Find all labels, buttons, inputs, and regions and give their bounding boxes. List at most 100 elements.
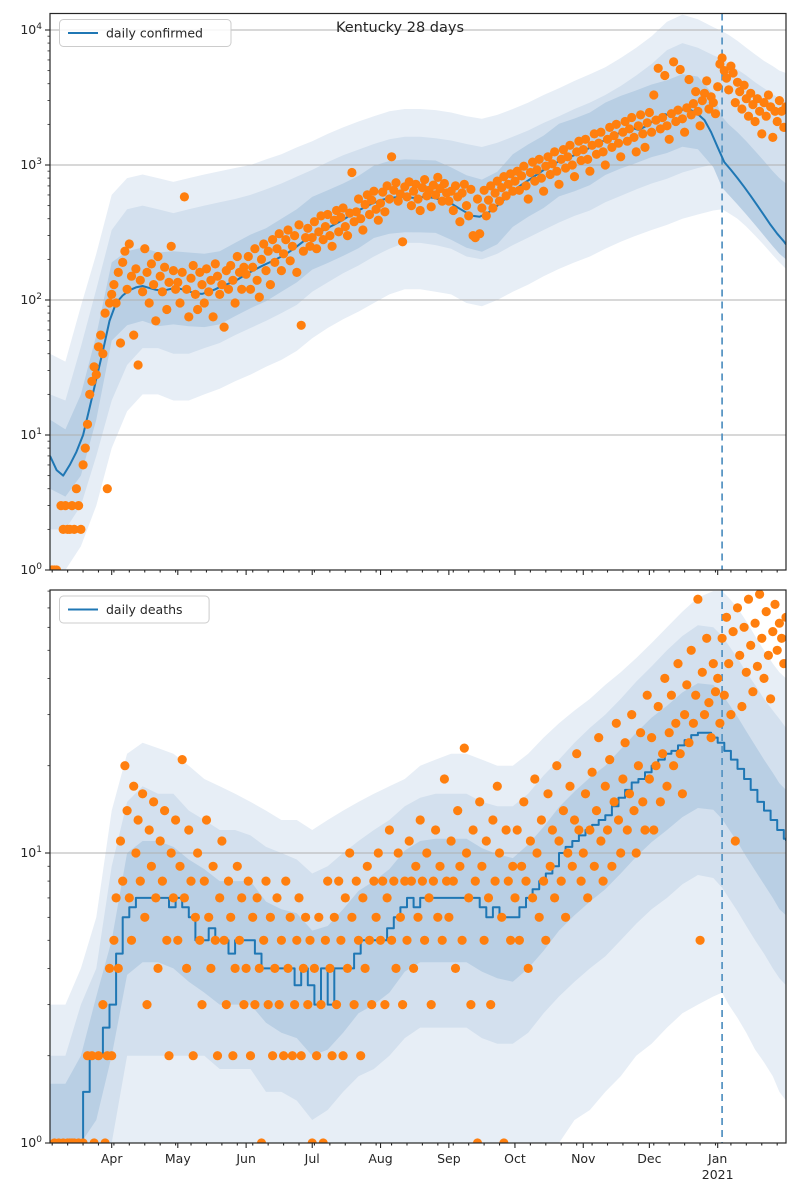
data-point bbox=[166, 241, 176, 251]
data-point bbox=[358, 893, 368, 903]
data-point bbox=[263, 246, 273, 256]
data-point bbox=[453, 806, 463, 816]
data-point bbox=[600, 781, 610, 791]
data-point bbox=[102, 484, 112, 494]
data-point bbox=[737, 701, 747, 712]
data-point bbox=[450, 963, 461, 974]
data-point bbox=[459, 743, 469, 753]
data-point bbox=[766, 694, 776, 704]
data-point bbox=[613, 815, 624, 825]
data-point bbox=[464, 893, 474, 903]
data-point bbox=[164, 277, 174, 287]
data-point bbox=[724, 659, 734, 669]
data-point bbox=[477, 861, 487, 871]
data-point bbox=[195, 935, 205, 945]
data-point bbox=[409, 186, 419, 196]
data-point bbox=[631, 848, 641, 858]
data-point bbox=[779, 122, 786, 132]
data-point bbox=[567, 861, 577, 871]
data-point bbox=[171, 815, 181, 825]
data-point bbox=[314, 912, 324, 922]
data-point bbox=[256, 254, 267, 264]
x-tick-label: Nov bbox=[571, 1151, 596, 1166]
data-point bbox=[472, 1138, 483, 1143]
data-point bbox=[781, 102, 786, 112]
data-point bbox=[146, 259, 156, 269]
data-point bbox=[613, 138, 624, 148]
data-point bbox=[387, 152, 397, 162]
data-point bbox=[710, 109, 721, 119]
data-point bbox=[428, 876, 438, 886]
data-point bbox=[367, 1000, 377, 1010]
data-point bbox=[750, 618, 760, 628]
data-point bbox=[160, 806, 170, 816]
data-point bbox=[477, 203, 487, 213]
data-point bbox=[292, 935, 302, 945]
data-point bbox=[660, 70, 670, 81]
data-point bbox=[168, 893, 178, 903]
data-point bbox=[675, 64, 685, 75]
data-point bbox=[525, 836, 536, 846]
data-point bbox=[155, 836, 165, 846]
data-point bbox=[644, 774, 655, 784]
legend-label: daily deaths bbox=[106, 602, 183, 617]
data-point bbox=[739, 622, 749, 632]
data-point bbox=[208, 861, 218, 871]
data-point bbox=[536, 815, 547, 825]
data-point bbox=[131, 264, 141, 274]
data-point bbox=[402, 192, 412, 202]
data-point bbox=[197, 280, 207, 290]
data-point bbox=[89, 1138, 99, 1143]
data-point bbox=[173, 277, 183, 287]
data-point bbox=[340, 893, 350, 903]
data-point bbox=[479, 185, 489, 195]
data-point bbox=[528, 893, 538, 903]
data-point bbox=[219, 935, 229, 945]
data-point bbox=[387, 935, 397, 945]
data-point bbox=[607, 861, 617, 871]
data-point bbox=[702, 76, 712, 86]
data-point bbox=[585, 825, 595, 835]
data-point bbox=[252, 275, 262, 285]
y-tick-label: 102 bbox=[20, 292, 42, 307]
data-point bbox=[270, 963, 280, 974]
data-point bbox=[759, 673, 769, 684]
y-tick-label: 101 bbox=[20, 845, 42, 860]
data-point bbox=[424, 893, 434, 903]
data-point bbox=[157, 876, 167, 886]
data-point bbox=[212, 271, 223, 281]
data-point bbox=[483, 195, 494, 205]
data-point bbox=[510, 176, 520, 186]
data-point bbox=[490, 188, 500, 198]
data-point bbox=[647, 733, 657, 743]
data-point bbox=[279, 249, 289, 259]
data-point bbox=[763, 90, 774, 100]
data-point bbox=[375, 198, 386, 208]
data-point bbox=[629, 132, 639, 142]
data-point bbox=[239, 1000, 249, 1010]
data-point bbox=[250, 1000, 260, 1010]
data-point bbox=[243, 876, 253, 886]
data-point bbox=[268, 1051, 278, 1061]
data-point bbox=[415, 815, 425, 825]
data-point bbox=[417, 876, 427, 886]
data-point bbox=[115, 836, 126, 846]
data-point bbox=[611, 119, 621, 129]
data-point bbox=[550, 893, 560, 903]
data-point bbox=[521, 181, 531, 191]
data-point bbox=[759, 98, 769, 108]
data-point bbox=[446, 836, 456, 846]
data-point bbox=[578, 848, 588, 858]
data-point bbox=[772, 645, 782, 655]
data-point bbox=[649, 90, 659, 100]
data-point bbox=[541, 935, 551, 945]
data-point bbox=[265, 280, 275, 290]
data-point bbox=[693, 594, 703, 604]
data-point bbox=[728, 627, 738, 637]
data-point bbox=[223, 876, 234, 886]
data-point bbox=[583, 154, 593, 164]
data-point bbox=[347, 912, 357, 922]
data-point bbox=[201, 264, 212, 274]
data-point bbox=[334, 227, 344, 237]
data-point bbox=[499, 1138, 509, 1143]
